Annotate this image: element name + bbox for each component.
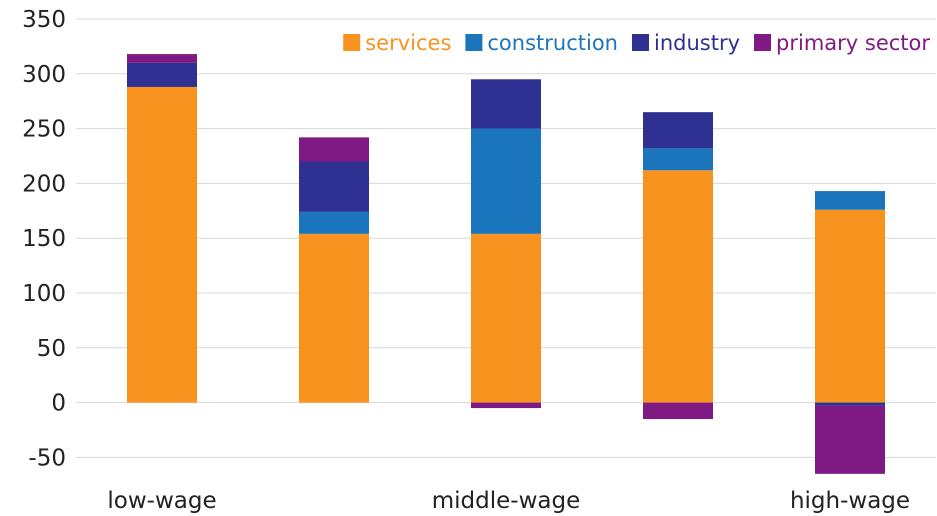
x-tick-label: middle-wage [432,488,581,514]
y-tick-label: 250 [22,117,66,143]
bar-segment-construction [471,128,541,234]
y-tick-label: 350 [22,7,66,33]
legend-swatch [465,34,483,51]
legend-label: construction [487,31,618,55]
bar-segment-industry [643,112,713,149]
bar-segment-industry [127,62,197,87]
bars [127,54,885,474]
bar-segment-industry [815,402,885,406]
bar-segment-services [815,209,885,403]
bar-segment-primary-sector [815,405,885,474]
y-tick-label: 100 [22,281,66,307]
legend-swatch [343,34,361,51]
bar-segment-services [127,86,197,403]
bar-segment-primary-sector [471,402,541,409]
bar-segment-services [471,233,541,403]
bar-segment-primary-sector [127,54,197,63]
y-tick-label: 150 [22,226,66,252]
y-tick-label: -50 [28,445,66,471]
y-tick-label: 200 [22,171,66,197]
x-tick-label: low-wage [107,488,216,514]
bar-segment-construction [643,148,713,171]
legend-label: services [365,31,451,55]
legend-swatch [631,34,649,51]
bar-segment-industry [299,161,369,212]
legend-label: primary sector [776,31,930,55]
y-tick-label: 0 [51,391,66,417]
legend: services construction industry primary sect… [343,31,930,55]
bar-segment-services [643,170,713,403]
bar-segment-primary-sector [299,137,369,162]
x-tick-label: high-wage [790,488,910,514]
legend-swatch [754,34,772,51]
bar-segment-primary-sector [643,402,713,420]
bar-segment-construction [815,191,885,210]
bar-segment-industry [471,79,541,129]
y-tick-label: 300 [22,62,66,88]
bar-segment-services [299,233,369,403]
bar-segment-construction [299,211,369,234]
legend-label: industry [654,31,740,55]
y-axis-ticks: 350 300 250 200 150 100 50 0 -50 [22,7,66,471]
y-tick-label: 50 [37,336,66,362]
x-axis-labels: low-wage middle-wage high-wage [107,488,910,514]
